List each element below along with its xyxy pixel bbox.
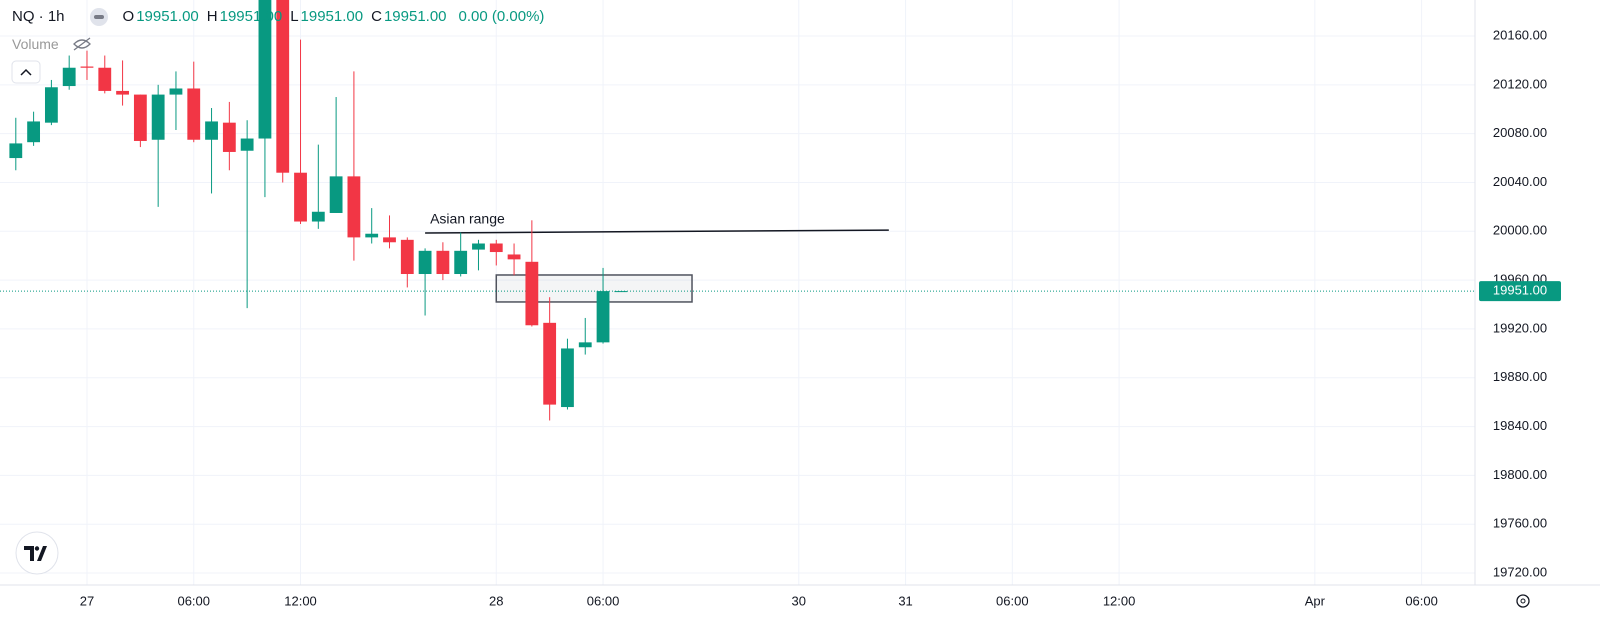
candle-body: [596, 291, 610, 343]
candle-body: [418, 250, 432, 275]
y-tick-label: 19800.00: [1493, 467, 1547, 482]
y-tick-label: 20160.00: [1493, 27, 1547, 42]
candle-body: [44, 87, 58, 123]
candle-body: [489, 243, 503, 253]
x-tick-label: 06:00: [587, 593, 620, 608]
legend-key: L: [290, 8, 299, 25]
candle-body: [9, 143, 23, 159]
candle-body: [62, 67, 76, 87]
x-tick-label: 28: [489, 593, 503, 608]
candle-body: [98, 67, 112, 91]
settings-icon[interactable]: [1516, 594, 1530, 608]
collapse-icon: [20, 68, 32, 76]
y-tick-label: 20000.00: [1493, 223, 1547, 238]
candle-body: [151, 94, 165, 140]
legend-value: 19951.00: [383, 8, 447, 25]
x-tick-label: 27: [80, 593, 94, 608]
y-tick-label: 20120.00: [1493, 76, 1547, 91]
candle-body: [133, 94, 147, 141]
grid: [0, 0, 1475, 585]
logo[interactable]: [15, 531, 59, 575]
logo-mark: [24, 546, 47, 561]
candle-body: [240, 138, 254, 151]
x-tick-label: 30: [792, 593, 806, 608]
candle-body: [436, 250, 450, 275]
candles: [9, 0, 628, 421]
axes: 20160.00 20120.00 20080.00 20040.00 20000.00…: [80, 27, 1561, 608]
trend-line: [425, 229, 889, 234]
symbol: NQ · 1h: [12, 8, 65, 25]
candle-body: [80, 66, 94, 68]
status-dash: [94, 15, 104, 19]
legend-value: 19951.00: [219, 8, 283, 25]
legend-value: 19951.00: [300, 8, 364, 25]
y-tick-label: 19920.00: [1493, 320, 1547, 335]
y-tick-label: 19720.00: [1493, 564, 1547, 579]
candle-body: [454, 250, 468, 275]
legend-key: H: [206, 8, 218, 25]
y-tick-label: 20080.00: [1493, 125, 1547, 140]
y-tick-label: 19760.00: [1493, 516, 1547, 531]
candle-body: [258, 0, 272, 139]
y-tick-label: 20040.00: [1493, 174, 1547, 189]
y-tick-label: 19880.00: [1493, 369, 1547, 384]
candle-body: [347, 176, 361, 238]
volume-label: Volume: [12, 36, 59, 52]
x-tick-label: 06:00: [1405, 593, 1438, 608]
logo-dot: [34, 546, 40, 551]
x-tick-label: 06:00: [996, 593, 1029, 608]
candle-body: [329, 176, 343, 213]
candle-body: [116, 90, 129, 95]
x-tick-label: 12:00: [284, 593, 317, 608]
candle-body: [294, 172, 307, 222]
x-tick-label: 06:00: [177, 593, 210, 608]
candle-body: [365, 233, 379, 238]
candle-body: [311, 211, 325, 222]
candle-body: [578, 342, 592, 348]
ohlc: O 19951.00 H 19951.00 L 19951.00 C 19951.00: [117, 8, 447, 25]
candle-body: [472, 243, 485, 250]
candle-body: [507, 254, 521, 260]
x-tick-label: Apr: [1305, 593, 1326, 608]
candle-body: [561, 348, 574, 408]
candle-body: [27, 121, 41, 143]
legend-value: 19951.00: [136, 8, 199, 25]
candle-body: [525, 261, 539, 326]
candle-body: [169, 88, 183, 95]
candle-body: [276, 0, 290, 173]
change: 0.00 (0.00%): [458, 8, 545, 25]
legend-key: C: [371, 8, 382, 25]
legend-key: O: [122, 8, 135, 25]
last-price-label: 19951.00: [1493, 283, 1547, 298]
legend: NQ · 1h O 19951.00 H 19951.00 L 19951.00 C 1995…: [12, 8, 544, 25]
y-tick-label: 19840.00: [1493, 418, 1547, 433]
candle-body: [222, 122, 236, 152]
candle-body: [614, 291, 628, 293]
hide-icon[interactable]: [73, 37, 91, 51]
x-tick-label: 31: [898, 593, 912, 608]
collapse-button[interactable]: [11, 60, 41, 84]
last-price-box: [1479, 281, 1561, 302]
candle-body: [205, 121, 218, 140]
annotation-text: Asian range: [430, 211, 505, 227]
x-tick-label: 12:00: [1103, 593, 1136, 608]
settings-icon-center: [1520, 598, 1526, 604]
candle-body: [400, 239, 414, 275]
candle-body: [187, 88, 201, 140]
candle-body: [543, 322, 557, 405]
candle-body: [383, 237, 396, 243]
